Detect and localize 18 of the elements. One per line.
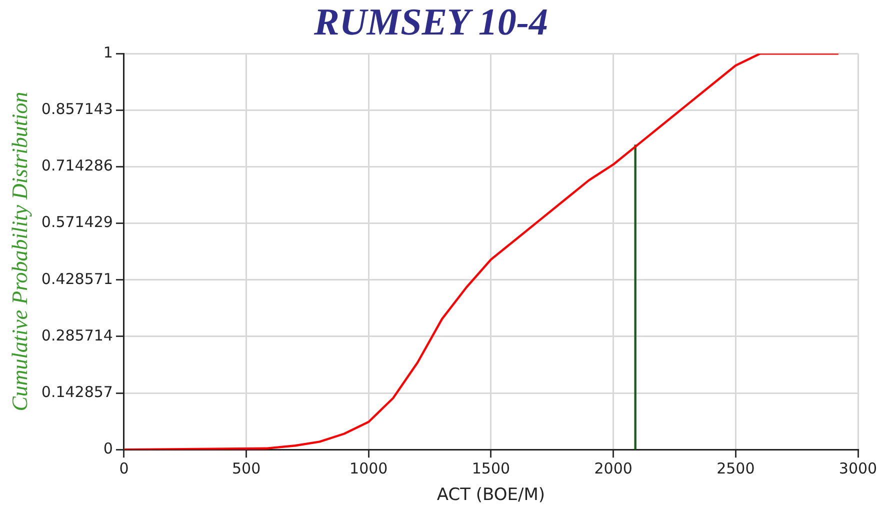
x-tick-label: 2500: [716, 459, 755, 478]
y-tick-label: 0.428571: [41, 270, 113, 288]
chart-title: RUMSEY 10-4: [312, 2, 548, 44]
x-tick-label: 0: [119, 459, 129, 478]
x-tick-label: 2000: [594, 459, 632, 478]
x-tick-label: 1000: [350, 459, 388, 478]
y-tick-label: 0.571429: [41, 213, 113, 232]
x-axis-title: ACT (BOE/M): [436, 485, 546, 506]
y-tick-label: 0.285714: [41, 326, 113, 344]
x-tick-label: 3000: [838, 459, 878, 478]
x-tick-label: 1500: [472, 459, 510, 478]
y-tick-label: 1: [103, 43, 113, 62]
y-tick-label: 0.714286: [41, 156, 113, 175]
y-tick-label: 0.142857: [41, 382, 113, 401]
y-tick-label: 0.857143: [41, 100, 113, 118]
x-tick-label: 500: [232, 459, 261, 478]
y-axis-title: Cumulative Probability Distribution: [6, 92, 32, 412]
y-tick-label: 0: [103, 439, 113, 458]
